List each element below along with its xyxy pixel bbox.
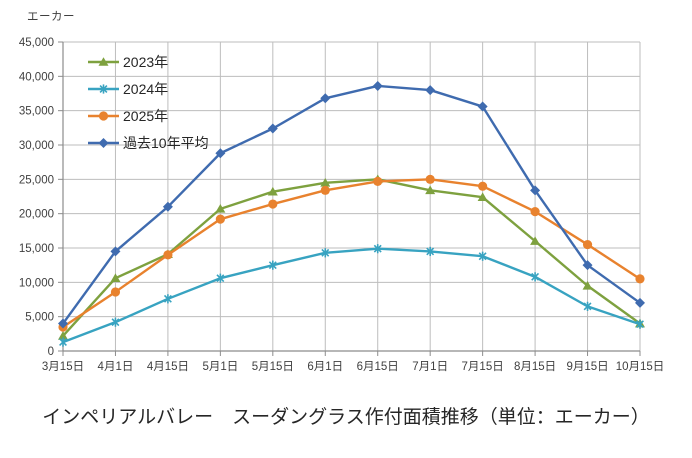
series-marker-2024年	[531, 272, 540, 281]
series-marker-2024年	[163, 294, 172, 303]
series-marker-2023年	[215, 204, 226, 213]
legend-label: 過去10年平均	[123, 135, 209, 151]
series-line-過去10年平均	[61, 84, 642, 325]
series-marker-過去10年平均	[635, 297, 645, 308]
series-marker-過去10年平均	[425, 85, 436, 96]
series-marker-2024年	[268, 261, 277, 270]
y-tick-label: 15,000	[19, 243, 54, 255]
series-marker-2023年	[477, 192, 488, 201]
series-marker-過去10年平均	[58, 318, 68, 329]
series-marker-2024年	[636, 320, 644, 329]
series-marker-2024年	[216, 274, 225, 283]
legend-marker-asterisk	[99, 85, 108, 93]
series-marker-2025年	[425, 174, 435, 184]
y-tick-label: 40,000	[19, 71, 54, 83]
series-marker-2024年	[321, 248, 330, 257]
chart-caption: インペリアルバレー スーダングラス作付面積推移（単位：エーカー）	[42, 407, 650, 428]
series-marker-2024年	[426, 247, 435, 256]
x-tick-label: 4月15日	[147, 361, 189, 373]
series-marker-2023年	[425, 185, 436, 195]
x-tick-label: 7月15日	[462, 361, 504, 373]
series-marker-2025年	[478, 181, 488, 191]
x-tick-label: 4月1日	[98, 361, 134, 373]
series-line-2025年	[61, 178, 642, 329]
y-tick-label: 10,000	[19, 277, 54, 289]
series-marker-2025年	[373, 176, 383, 186]
series-line-2023年	[61, 178, 642, 338]
legend-label: 2024年	[123, 81, 168, 97]
series-marker-2023年	[58, 331, 68, 340]
series-marker-過去10年平均	[477, 101, 488, 112]
series-marker-2025年	[110, 287, 121, 297]
series-marker-2023年	[267, 186, 278, 196]
x-tick-label: 9月15日	[566, 361, 608, 373]
series-marker-2023年	[582, 280, 593, 290]
series-marker-過去10年平均	[215, 148, 226, 159]
y-tick-label: 35,000	[19, 106, 54, 118]
series-marker-過去10年平均	[372, 80, 383, 91]
series-marker-2024年	[59, 338, 67, 347]
series-marker-過去10年平均	[110, 246, 121, 257]
x-tick-label: 6月15日	[357, 361, 399, 373]
series-marker-2023年	[530, 236, 541, 245]
series-marker-2025年	[582, 239, 593, 250]
y-axis-title: エーカー	[27, 11, 75, 23]
series-marker-2025年	[530, 207, 540, 217]
line-chart: 0 5,000 10,000 15,000 20,000 25,000 30,000 35,0…	[19, 37, 665, 373]
legend-label: 2023年	[123, 54, 168, 70]
legend-marker-circle	[98, 111, 109, 121]
series-line-2024年	[61, 247, 642, 344]
series-marker-過去10年平均	[162, 201, 173, 212]
y-tick-label: 45,000	[19, 37, 54, 49]
series-marker-2024年	[111, 318, 120, 327]
legend-label: 2025年	[123, 108, 168, 124]
series-marker-2025年	[163, 250, 173, 260]
series-marker-2024年	[478, 252, 487, 261]
series-marker-過去10年平均	[530, 185, 541, 196]
series-marker-2024年	[373, 244, 382, 253]
series-marker-2023年	[110, 273, 121, 283]
x-tick-label: 6月1日	[307, 361, 343, 373]
y-tick-label: 5,000	[25, 312, 54, 324]
y-tick-label: 20,000	[19, 209, 54, 221]
y-tick-label: 25,000	[19, 174, 54, 186]
x-tick-label: 5月1日	[202, 361, 238, 373]
legend-marker-diamond	[98, 138, 109, 148]
x-tick-label: 10月15日	[616, 361, 665, 373]
x-tick-label: 3月15日	[42, 361, 84, 373]
series-marker-過去10年平均	[582, 260, 593, 271]
y-tick-label: 0	[48, 346, 54, 358]
series-marker-2023年	[320, 177, 331, 187]
x-tick-label: 7月1日	[412, 361, 448, 373]
x-tick-label: 5月15日	[252, 361, 294, 373]
series-marker-過去10年平均	[267, 123, 278, 134]
x-tick-label: 8月15日	[514, 361, 556, 373]
series-marker-過去10年平均	[320, 93, 331, 104]
series-marker-2025年	[215, 214, 225, 224]
series-marker-2025年	[635, 274, 645, 284]
series-marker-2025年	[320, 185, 330, 195]
y-tick-label: 30,000	[19, 140, 54, 152]
legend-marker-triangle	[98, 57, 109, 66]
series-marker-2025年	[268, 199, 278, 209]
series-marker-2024年	[583, 302, 592, 311]
